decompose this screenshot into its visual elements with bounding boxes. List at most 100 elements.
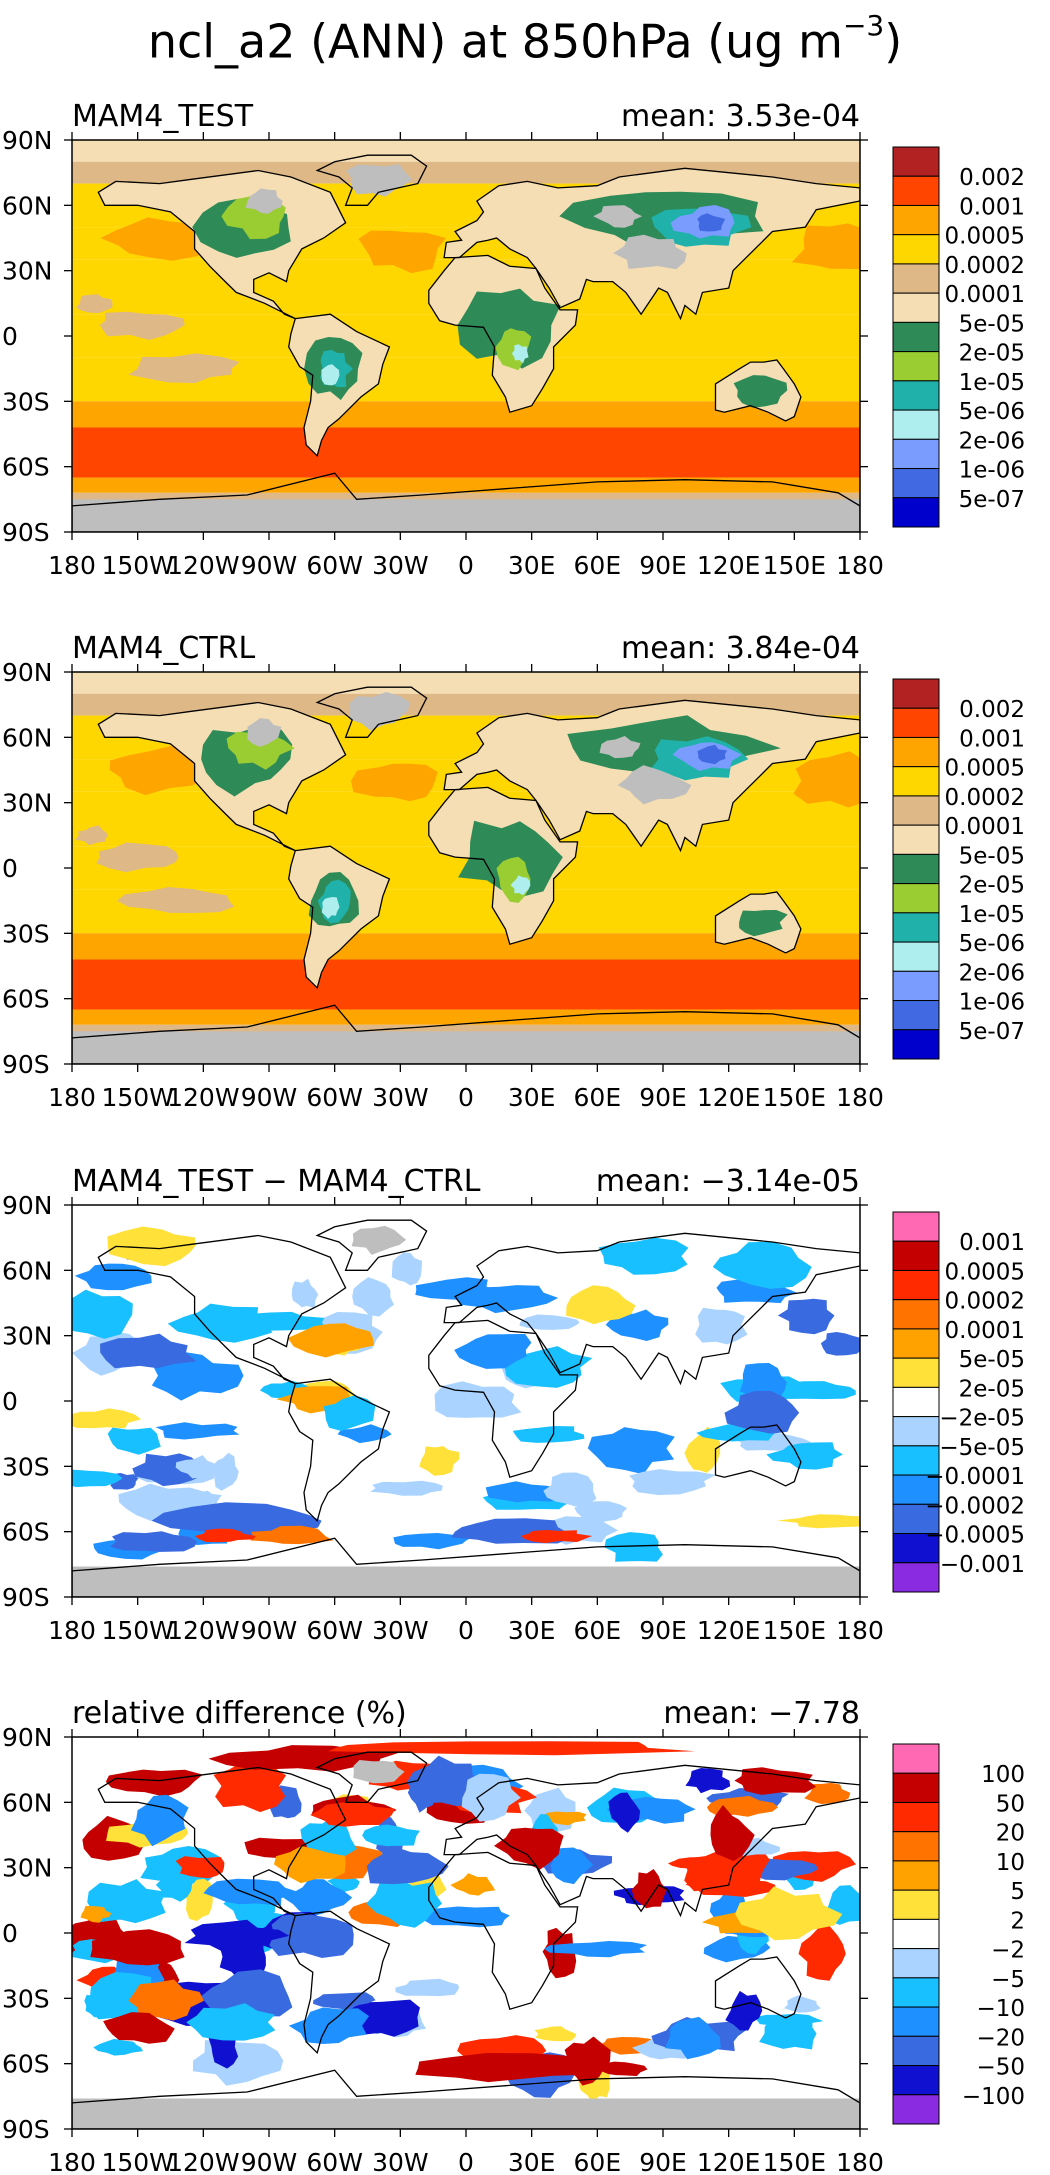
colorbar-label: 50 <box>996 1791 1025 1817</box>
x-tick-label: 180 <box>48 551 96 580</box>
colorbar-label: 0.002 <box>959 165 1025 191</box>
x-tick-label: 30W <box>372 1083 429 1112</box>
colorbar-label: 2e-06 <box>959 428 1025 454</box>
coastline-north-america <box>97 1766 347 1917</box>
field-patch <box>685 1768 731 1794</box>
colorbar-swatch <box>892 766 940 797</box>
field-patch <box>739 1363 787 1400</box>
x-tick-label: 30E <box>508 1083 556 1112</box>
field-patch <box>804 1782 851 1805</box>
field-patch <box>712 1241 812 1289</box>
field-patch <box>358 230 446 274</box>
colorbar-label: 0.002 <box>959 697 1025 723</box>
x-tick-label: 180 <box>48 1083 96 1112</box>
colorbar-label: 5e-07 <box>959 487 1025 513</box>
field-patch <box>213 1452 239 1491</box>
x-tick-label: 150W <box>101 1083 173 1112</box>
x-tick-label: 150W <box>101 551 173 580</box>
field-patch <box>550 1847 594 1885</box>
field-patch <box>321 897 340 919</box>
field-patch <box>544 1941 648 1958</box>
colorbar-label: −0.0002 <box>925 1493 1025 1519</box>
colorbar-label: 0.001 <box>959 194 1025 220</box>
coastline-africa <box>428 1319 579 1479</box>
coastline-antarctica <box>72 1537 860 1597</box>
x-tick-label: 60E <box>574 551 622 580</box>
colorbar-label: 1e-05 <box>959 370 1025 396</box>
field-patch <box>534 2026 577 2042</box>
colorbar-swatch <box>892 1801 940 1833</box>
colorbar-swatch <box>892 2094 940 2125</box>
colorbar-label: 0.0001 <box>945 814 1025 840</box>
field-patch <box>791 223 860 270</box>
colorbar-label: −2 <box>991 1938 1025 1964</box>
field-patch <box>629 1469 716 1495</box>
field-patch <box>457 288 561 369</box>
colorbar-swatch <box>892 912 940 943</box>
colorbar-swatch <box>892 1977 940 2008</box>
colorbar-label: 0.0002 <box>945 1289 1025 1315</box>
colorbar-swatch <box>892 1772 940 1803</box>
colorbar-label: 5e-05 <box>959 1347 1025 1373</box>
field-patch <box>128 1979 204 2021</box>
colorbar-label: 0.0001 <box>945 282 1025 308</box>
colorbar-label: −0.001 <box>940 1552 1025 1578</box>
field-patch <box>76 294 113 314</box>
field-patch <box>75 825 108 846</box>
colorbar-swatch <box>892 1240 940 1271</box>
field-patch <box>798 1926 846 1981</box>
colorbar-swatch <box>892 380 940 411</box>
panel-mean: mean: −3.14e-05 <box>596 1164 860 1199</box>
field-patch <box>208 1745 400 1772</box>
coastlines <box>72 686 860 1064</box>
colorbar-label: 2e-05 <box>959 341 1025 367</box>
figure-title-exponent: −3 <box>842 9 885 42</box>
antarctica-missing <box>72 1566 860 1597</box>
x-tick-label: 90E <box>639 551 687 580</box>
field-patch <box>617 765 692 805</box>
field-patch <box>237 1311 325 1332</box>
colorbar-label: 5e-07 <box>959 1019 1025 1045</box>
colorbar-swatch <box>892 1948 940 1979</box>
field-patch <box>759 2017 817 2050</box>
field-patch <box>250 1525 334 1545</box>
y-tick-label: 30S <box>2 919 50 948</box>
colorbar-swatch <box>892 1299 940 1330</box>
colorbar-label: −20 <box>976 2025 1025 2051</box>
field-patch <box>287 1323 375 1358</box>
colorbar-label: 0.0005 <box>945 1259 1025 1285</box>
x-tick-label: 150E <box>763 551 827 580</box>
field-patch <box>310 1801 395 1827</box>
field-patch <box>599 736 641 759</box>
field-patch <box>300 1815 357 1860</box>
field-patch <box>100 217 214 261</box>
x-tick-label: 120E <box>697 551 761 580</box>
colorbar-swatch <box>892 1211 940 1242</box>
colorbar-label: 100 <box>981 1762 1025 1788</box>
colorbar-swatch <box>892 795 940 826</box>
colorbar-swatch <box>892 468 940 499</box>
field-patch <box>99 311 185 340</box>
colorbar-label: 5e-06 <box>959 931 1025 957</box>
colorbar-label: 0.0002 <box>945 253 1025 279</box>
field-patch <box>454 1334 532 1369</box>
colorbar-swatch <box>892 1562 940 1593</box>
field-patch <box>733 375 788 408</box>
x-tick-label: 180 <box>48 1616 96 1645</box>
x-tick-label: 120E <box>697 1616 761 1645</box>
x-tick-label: 120W <box>167 1616 239 1645</box>
y-tick-label: 60N <box>2 723 53 752</box>
field-patch <box>543 1472 597 1507</box>
field-patch <box>604 1532 663 1562</box>
x-tick-label: 120W <box>167 551 239 580</box>
y-tick-label: 0 <box>2 1387 18 1416</box>
y-tick-label: 0 <box>2 1919 18 1948</box>
field-patch <box>519 1314 580 1330</box>
y-tick-label: 0 <box>2 854 18 883</box>
colorbar-swatch <box>892 409 940 440</box>
y-tick-label: 30N <box>2 789 53 818</box>
x-tick-label: 0 <box>458 2148 474 2175</box>
x-tick-label: 90W <box>241 551 298 580</box>
colorbar-swatch <box>892 175 940 206</box>
